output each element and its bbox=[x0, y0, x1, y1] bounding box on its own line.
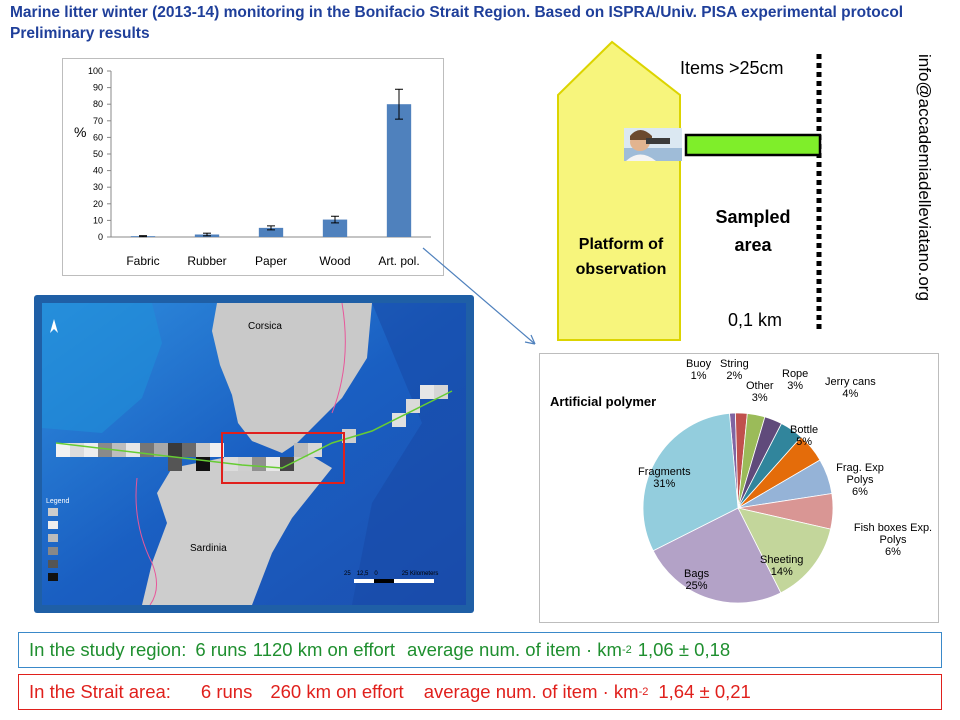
email-contact: info@accademiadelleviatano.org bbox=[915, 54, 934, 301]
summary-strait-area: In the Strait area: 6 runs 260 km on eff… bbox=[18, 674, 942, 710]
transect-grid bbox=[56, 385, 448, 471]
pie-label-sheeting: Sheeting 14% bbox=[760, 554, 804, 578]
pie-slice-fragments bbox=[642, 412, 739, 552]
pie-chart bbox=[642, 412, 834, 604]
pie-label-bottle: Bottle 5% bbox=[790, 424, 819, 448]
map-legend bbox=[48, 508, 58, 581]
pie-label-frag-exp-polys: Frag. Exp Polys 6% bbox=[836, 462, 884, 498]
bar-y-tick-label: 40 bbox=[93, 166, 103, 176]
scale-bar-labels: 25 12,5 0 25 Kilometers bbox=[344, 571, 439, 577]
bar-wood bbox=[322, 219, 348, 237]
map-graphic bbox=[42, 303, 466, 605]
bar-y-tick-label: 10 bbox=[93, 215, 103, 225]
bar-art-pol- bbox=[386, 104, 412, 237]
page-title: Marine litter winter (2013-14) monitorin… bbox=[10, 4, 904, 21]
observer-image bbox=[624, 128, 682, 161]
pie-chart-title: Artificial polymer bbox=[550, 394, 657, 409]
bar-y-tick-label: 50 bbox=[93, 149, 103, 159]
scale-bar bbox=[354, 579, 434, 583]
strait-area-highlight bbox=[221, 432, 345, 484]
platform-label: Platform of observation bbox=[575, 236, 667, 278]
pie-label-jerry-cans: Jerry cans 4% bbox=[825, 376, 876, 400]
sardinia-landmass bbox=[142, 453, 332, 605]
bar-chart-panel: 0 10 20 30 40 50 60 70 80 90 100 Fabric Rubber Paper… bbox=[62, 58, 444, 276]
bar-category-label: Wood bbox=[319, 254, 350, 268]
corsica-landmass bbox=[212, 303, 372, 453]
bar-category-label: Paper bbox=[255, 254, 287, 268]
items-size-label: Items >25cm bbox=[680, 58, 784, 78]
pie-slice-sheeting bbox=[737, 507, 832, 594]
bar-y-tick-label: 0 bbox=[98, 232, 103, 242]
pie-label-fish-boxes: Fish boxes Exp. Polys 6% bbox=[853, 522, 933, 558]
map-label-corsica: Corsica bbox=[248, 321, 282, 332]
sampled-strip bbox=[684, 133, 822, 157]
pie-label-fragments: Fragments 31% bbox=[638, 466, 691, 490]
page-subtitle: Preliminary results bbox=[10, 25, 150, 42]
bar-y-tick-label: 60 bbox=[93, 132, 103, 142]
transect-line bbox=[55, 390, 453, 469]
bar-y-tick-label: 90 bbox=[93, 83, 103, 93]
pie-slice-bags bbox=[652, 507, 782, 604]
bar-chart: 0 10 20 30 40 50 60 70 80 90 100 Fabric Rubber Paper… bbox=[88, 66, 431, 268]
pie-label-bags: Bags 25% bbox=[684, 568, 710, 592]
map-legend-title: Legend bbox=[46, 498, 70, 505]
sampled-area-label: Sampled area bbox=[715, 207, 791, 255]
summary-study-region: In the study region: 6 runs 1120 km on e… bbox=[18, 632, 942, 668]
distance-label: 0,1 km bbox=[728, 310, 783, 330]
bar-y-tick-label: 100 bbox=[88, 66, 103, 76]
strait-map: Corsica Sardinia Legend 25 12,5 0 25 Kil… bbox=[42, 303, 466, 605]
map-frame: Corsica Sardinia Legend 25 12,5 0 25 Kil… bbox=[34, 295, 474, 613]
pie-label-string: String 2% bbox=[720, 358, 749, 382]
connector-arrow bbox=[422, 247, 536, 345]
bar-y-tick-label: 30 bbox=[93, 182, 103, 192]
map-label-sardinia: Sardinia bbox=[190, 543, 227, 554]
bar-category-label: Rubber bbox=[187, 254, 226, 268]
pie-label-buoy: Buoy 1% bbox=[686, 358, 712, 382]
pie-label-other: Other 3% bbox=[746, 380, 774, 404]
pie-chart-panel: Artificial polymer Buoy 1% String 2% Other… bbox=[539, 353, 939, 623]
pie-label-rope: Rope 3% bbox=[782, 368, 809, 392]
bar-y-tick-label: 70 bbox=[93, 116, 103, 126]
observation-platform-shape bbox=[557, 40, 681, 341]
sampling-diagram bbox=[557, 40, 822, 341]
bar-paper bbox=[258, 227, 284, 237]
bar-category-label: Art. pol. bbox=[378, 254, 419, 268]
bar-y-tick-label: 80 bbox=[93, 99, 103, 109]
bar-y-tick-label: 20 bbox=[93, 199, 103, 209]
bar-chart-ylabel: % bbox=[74, 124, 87, 140]
north-arrow-icon bbox=[50, 319, 58, 333]
bar-category-label: Fabric bbox=[126, 254, 159, 268]
